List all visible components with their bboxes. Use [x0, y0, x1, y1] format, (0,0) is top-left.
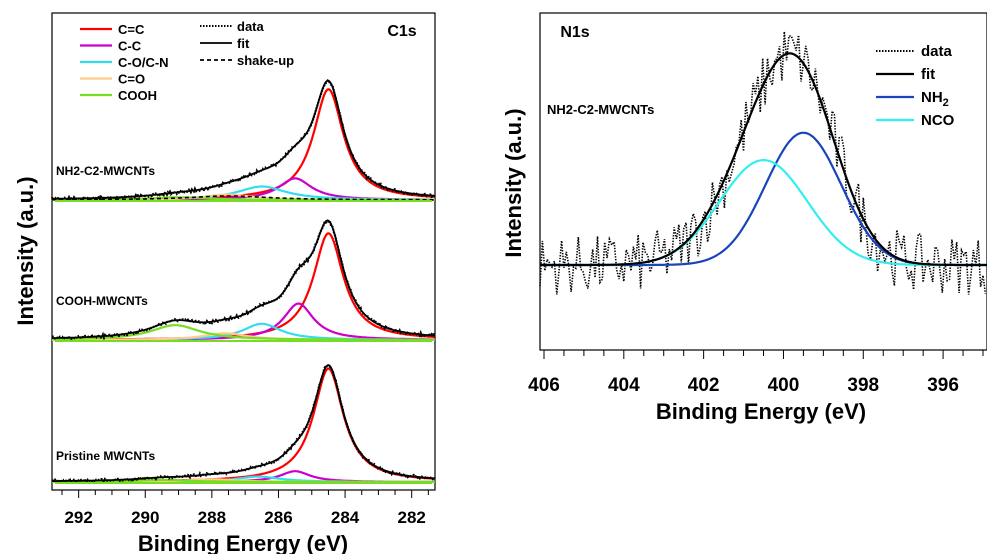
- c1s-legend-label: C=O: [118, 72, 145, 87]
- c1s-x-tick-label: 288: [198, 508, 226, 527]
- n1s-x-axis-label: Binding Energy (eV): [656, 399, 866, 424]
- c1s-sample-2: [51, 363, 436, 486]
- c1s-data-line: [50, 79, 436, 203]
- c1s-component-cooh: [52, 478, 435, 484]
- n1s-plot-frame: [539, 12, 987, 351]
- c1s-x-ticks: 292 290 288 286 284 282: [61, 490, 429, 527]
- n1s-component-nco: [540, 159, 987, 267]
- c1s-x-tick-label: 292: [64, 508, 92, 527]
- c1s-legend-label: C-O/C-N: [118, 55, 169, 70]
- c1s-fit-line: [51, 219, 435, 340]
- n1s-fit-line: [540, 52, 987, 267]
- c1s-sample-label-cooh: COOH-MWCNTs: [56, 294, 148, 308]
- c1s-y-axis-label: Intensity (a.u.): [13, 176, 38, 325]
- c1s-component-c-c: [52, 88, 435, 201]
- n1s-x-tick-label: 398: [847, 375, 879, 396]
- n1s-sample-label: NH2-C2-MWCNTs: [547, 102, 654, 117]
- c1s-x-tick-label: 286: [264, 508, 292, 527]
- c1s-fit-line: [52, 79, 435, 200]
- c1s-sample-1: [51, 219, 436, 342]
- n1s-x-ticks: 406 404 402 400 398 396: [528, 350, 984, 396]
- c1s-x-tick-label: 284: [331, 508, 360, 527]
- c1s-plot-frame: [51, 12, 436, 491]
- n1s-y-axis-label: Intensity (a.u.): [501, 108, 526, 257]
- n1s-component-nh2: [540, 131, 987, 267]
- c1s-component-cooh: [52, 324, 435, 341]
- c1s-data-line: [51, 363, 436, 486]
- n1s-panel: 406 404 402 400 398 396 data fit NH2 NCO N1s NH2…: [501, 12, 987, 424]
- c1s-curves: [50, 79, 436, 486]
- n1s-x-tick-label: 402: [688, 375, 720, 396]
- c1s-panel-label: C1s: [387, 23, 416, 40]
- c1s-legend-label: C-C: [118, 39, 142, 54]
- n1s-panel-label: N1s: [560, 24, 589, 41]
- c1s-data-line: [51, 219, 436, 341]
- n1s-curves: [539, 31, 987, 295]
- c1s-sample-label-nh2: NH2-C2-MWCNTs: [56, 164, 155, 178]
- n1s-legend-label: fit: [921, 66, 935, 83]
- c1s-x-tick-label: 290: [131, 508, 159, 527]
- n1s-data-line: [539, 31, 987, 295]
- c1s-legend-label: shake-up: [237, 53, 294, 68]
- c1s-sample-0: [50, 79, 436, 203]
- n1s-x-tick-label: 406: [528, 375, 560, 396]
- n1s-x-tick-label: 396: [927, 375, 959, 396]
- n1s-legend: data fit NH2 NCO: [876, 43, 955, 129]
- n1s-legend-label: NH2: [921, 89, 949, 109]
- n1s-legend-label: data: [921, 43, 953, 60]
- c1s-legend-label: fit: [237, 36, 250, 51]
- c1s-x-axis-label: Binding Energy (eV): [138, 531, 348, 554]
- c1s-legend-label: data: [237, 19, 265, 34]
- c1s-x-tick-label: 282: [397, 508, 425, 527]
- n1s-legend-label: NCO: [921, 112, 955, 129]
- c1s-fit-line: [52, 364, 435, 482]
- c1s-component-shake-up: [52, 195, 435, 201]
- c1s-sample-label-pristine: Pristine MWCNTs: [56, 449, 155, 463]
- n1s-x-tick-label: 400: [768, 375, 800, 396]
- c1s-legend-label: C=C: [118, 22, 145, 37]
- c1s-legend-label: COOH: [118, 88, 157, 103]
- n1s-x-tick-label: 404: [608, 375, 640, 396]
- c1s-component-c-c: [52, 367, 435, 483]
